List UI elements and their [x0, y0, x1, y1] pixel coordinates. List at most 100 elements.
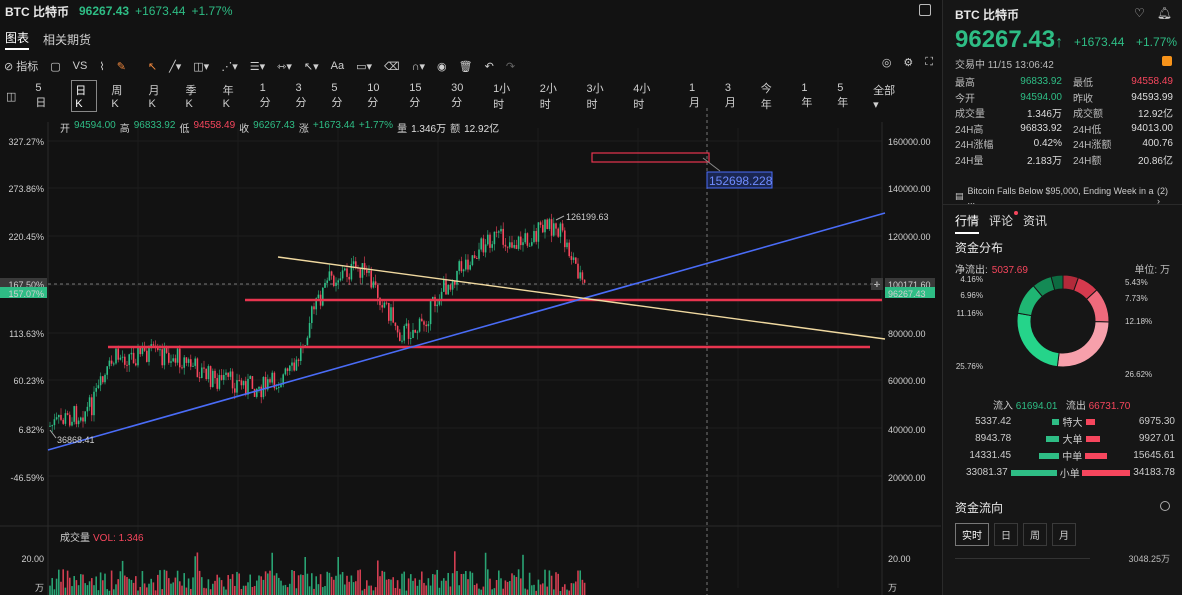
flow-row: 14331.45 中单 15645.61: [955, 447, 1175, 464]
volume-bar: [126, 577, 128, 595]
fullscreen-icon[interactable]: ⛶: [925, 56, 933, 68]
ohlc-change-pct: +1.77%: [358, 120, 394, 131]
candle-body: [447, 284, 449, 295]
flow-tab-month[interactable]: 月: [1052, 523, 1076, 546]
interval-15m[interactable]: 15分: [409, 82, 422, 109]
range-5y[interactable]: 5年: [837, 82, 849, 109]
candlestick-chart[interactable]: 327.27% 273.86% 220.45% 167.50%157.07% 113.6…: [0, 108, 941, 595]
interval-10m[interactable]: 10分: [367, 82, 380, 109]
volume-bar: [407, 578, 410, 595]
arrow-tool-icon[interactable]: ↖▾: [303, 60, 319, 73]
candle-body: [104, 374, 106, 383]
shape-tool-icon[interactable]: ◫▾: [193, 60, 210, 73]
interval-daily[interactable]: 日K: [71, 80, 98, 112]
candle-body: [583, 279, 586, 283]
redo-icon[interactable]: ↷: [505, 60, 516, 73]
volume-bar: [242, 585, 245, 595]
line-tool-icon[interactable]: ╱▾: [169, 60, 182, 73]
range-all-dropdown[interactable]: 全部 ▾: [873, 84, 896, 111]
interval-quarterly[interactable]: 季K: [185, 85, 197, 110]
tab-comments[interactable]: 评论: [989, 211, 1019, 234]
pattern-tool-icon[interactable]: ⋰▾: [221, 60, 238, 73]
cursor-icon[interactable]: ↖: [147, 60, 158, 73]
interval-weekly[interactable]: 周K: [111, 85, 123, 110]
candle-body: [412, 329, 414, 339]
interval-2h[interactable]: 2小时: [539, 83, 557, 111]
volume-bar: [456, 570, 458, 595]
ohlc-open: 94594.00: [74, 120, 116, 131]
interval-1h[interactable]: 1小时: [493, 83, 511, 111]
camera-icon[interactable]: ◎: [881, 57, 892, 69]
interval-30m[interactable]: 30分: [451, 82, 464, 109]
indicator-button[interactable]: ⊘ 指标: [4, 60, 39, 74]
template-icon[interactable]: ⌇: [99, 60, 105, 73]
interval-monthly[interactable]: 月K: [148, 85, 160, 110]
interval-1m[interactable]: 1分: [259, 82, 271, 109]
interval-4h[interactable]: 4小时: [633, 83, 651, 111]
volume-bar: [410, 574, 412, 595]
collapse-panel-icon[interactable]: [919, 4, 931, 16]
candle-body: [370, 270, 372, 288]
flow-tab-day[interactable]: 日: [994, 523, 1018, 546]
favorite-icon[interactable]: ♡: [1134, 6, 1145, 20]
volume-bar: [381, 570, 383, 595]
layout-icon[interactable]: ◫: [6, 90, 17, 103]
candle-body: [71, 421, 73, 426]
flow-tab-week[interactable]: 周: [1023, 523, 1047, 546]
range-1y[interactable]: 1年: [801, 82, 813, 109]
magnet-icon[interactable]: ∩▾: [411, 60, 426, 73]
news-ticker[interactable]: ▤ Bitcoin Falls Below $95,000, Ending We…: [955, 186, 1173, 206]
measure-tool-icon[interactable]: ⇿▾: [277, 60, 292, 73]
vs-button[interactable]: VS: [72, 60, 88, 72]
eye-icon[interactable]: ◉: [437, 60, 447, 73]
volume-bar: [185, 587, 188, 595]
chart-type-icon[interactable]: ▢: [50, 60, 61, 73]
volume-bar: [77, 585, 80, 595]
candle-body: [179, 348, 181, 368]
text-tool-button[interactable]: Aa: [330, 60, 345, 72]
tab-chart[interactable]: 图表: [5, 29, 30, 50]
candle-body: [396, 326, 399, 333]
interval-3h[interactable]: 3小时: [586, 83, 604, 111]
trash-icon[interactable]: 🗑: [458, 60, 473, 73]
flow-breakdown: 5337.42 特大 6975.30 8943.78 大单 9927.01 14331.45…: [955, 413, 1175, 481]
comment-icon[interactable]: ▭▾: [356, 60, 373, 73]
range-3mo[interactable]: 3月: [724, 82, 736, 109]
flow-tab-realtime[interactable]: 实时: [955, 523, 989, 546]
candle-body: [374, 281, 377, 285]
volume-bar: [110, 570, 113, 595]
candle-body: [425, 324, 427, 327]
interval-5m[interactable]: 5分: [331, 82, 343, 109]
volume-bar: [467, 579, 469, 595]
fib-tool-icon[interactable]: ☰▾: [249, 60, 266, 73]
interval-5d[interactable]: 5日: [35, 82, 47, 109]
volume-axis-label: 20.00: [888, 554, 911, 564]
volume-bar: [557, 573, 559, 595]
interval-yearly[interactable]: 年K: [222, 85, 234, 110]
right-axis-label: 160000.00: [888, 137, 931, 147]
volume-bar: [179, 581, 181, 595]
alert-bell-icon[interactable]: 🔔︎: [1156, 6, 1172, 20]
volume-bar: [399, 588, 401, 595]
range-ytd[interactable]: 今年: [760, 83, 772, 111]
candle-body: [449, 284, 452, 290]
brush-icon[interactable]: ✎: [116, 60, 126, 73]
candle-body: [506, 246, 509, 248]
candle-body: [207, 366, 210, 380]
range-1mo[interactable]: 1月: [688, 82, 700, 109]
volume-bar: [520, 578, 522, 595]
tab-news[interactable]: 资讯: [1023, 214, 1048, 228]
candle-body: [115, 348, 117, 364]
candle-body: [366, 269, 368, 273]
interval-3m[interactable]: 3分: [295, 82, 307, 109]
candle-body: [161, 349, 163, 366]
volume-bar: [511, 573, 513, 595]
volume-bar: [346, 575, 348, 595]
tab-market[interactable]: 行情: [955, 212, 980, 234]
eraser-icon[interactable]: ⌫: [384, 60, 400, 73]
donut-label: 4.16%: [960, 275, 983, 284]
info-icon[interactable]: [1160, 501, 1170, 511]
settings-icon[interactable]: ⚙: [903, 57, 914, 69]
tab-related-futures[interactable]: 相关期货: [43, 32, 92, 47]
undo-icon[interactable]: ↶: [484, 60, 494, 73]
